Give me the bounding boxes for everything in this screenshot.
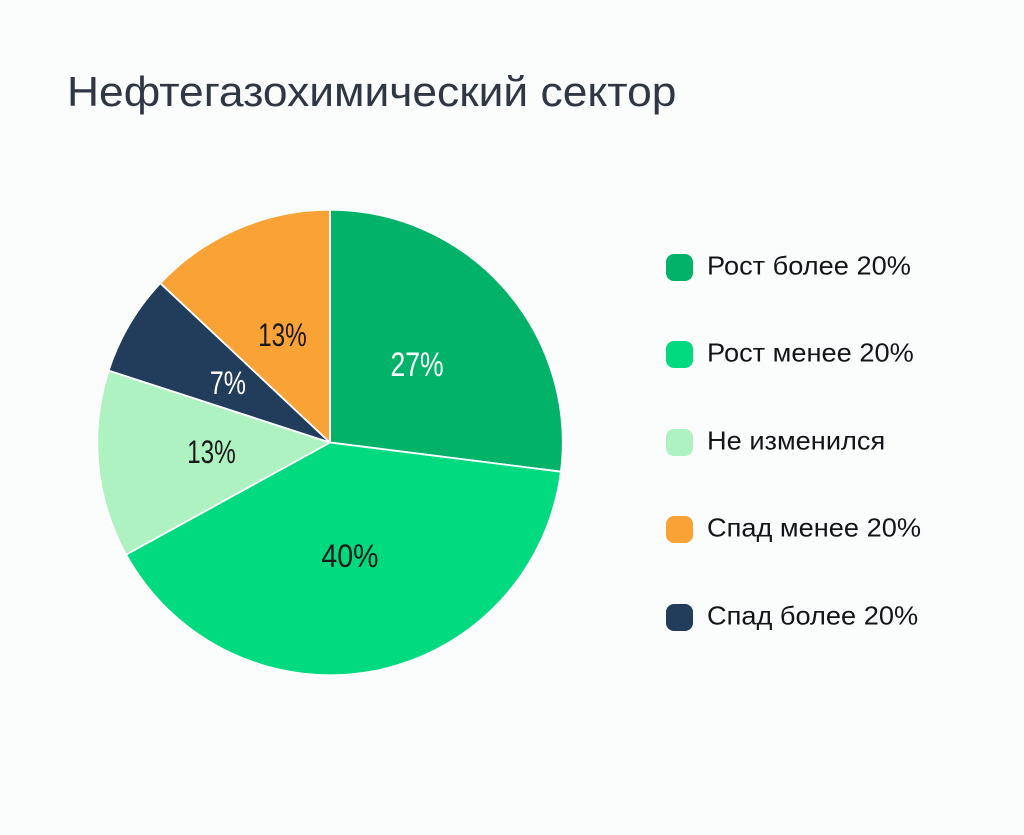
svg-text:13%: 13% (258, 318, 307, 354)
svg-text:7%: 7% (210, 366, 246, 402)
svg-text:27%: 27% (390, 345, 443, 384)
svg-text:40%: 40% (321, 540, 378, 575)
svg-text:13%: 13% (187, 435, 236, 471)
